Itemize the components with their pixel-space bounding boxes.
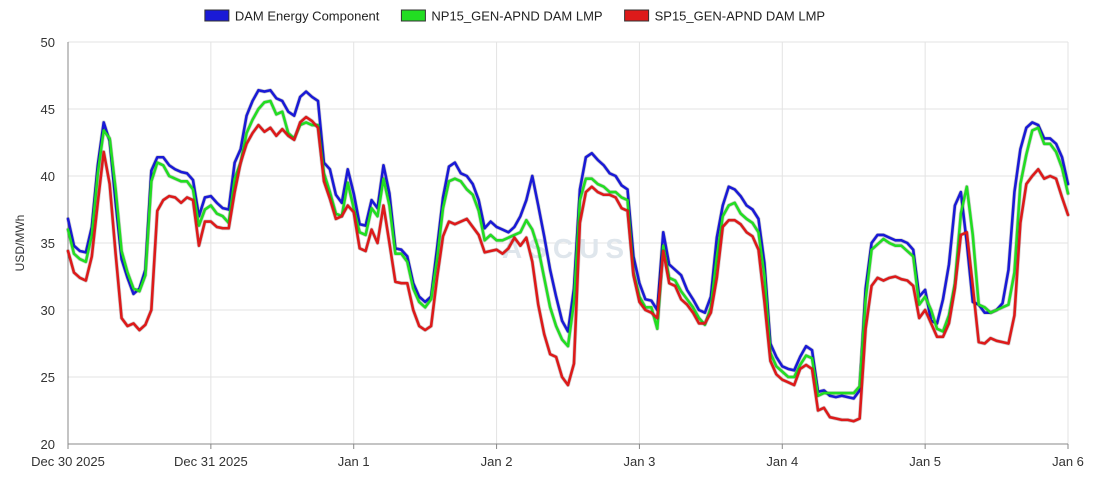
series-lines <box>66 88 1070 424</box>
watermark: ASCUS <box>502 233 630 264</box>
legend-swatch <box>624 9 650 22</box>
x-tick-label: Jan 1 <box>338 454 370 469</box>
y-tick-label: 20 <box>41 437 55 452</box>
x-tick-label: Jan 3 <box>624 454 656 469</box>
legend-label: SP15_GEN-APND DAM LMP <box>655 9 826 24</box>
x-tick-label: Dec 31 2025 <box>174 454 248 469</box>
legend-label: NP15_GEN-APND DAM LMP <box>431 9 602 24</box>
y-tick-label: 50 <box>41 35 55 50</box>
y-tick-label: 45 <box>41 102 55 117</box>
legend[interactable]: DAM Energy Component NP15_GEN-APND DAM LM… <box>204 9 826 24</box>
axes: 20 25 30 35 40 45 50 Dec 30 2025 Dec 31 2025 Jan … <box>31 35 1084 469</box>
legend-swatch <box>400 9 426 22</box>
legend-swatch <box>204 9 230 22</box>
x-tick-label: Dec 30 2025 <box>31 454 105 469</box>
y-tick-label: 25 <box>41 370 55 385</box>
grid <box>67 41 1069 445</box>
x-tick-label: Jan 2 <box>481 454 513 469</box>
series-line-2[interactable] <box>66 99 1070 398</box>
legend-item[interactable]: DAM Energy Component <box>204 9 380 24</box>
legend-item[interactable]: NP15_GEN-APND DAM LMP <box>400 9 603 24</box>
series-line-1[interactable] <box>66 88 1070 400</box>
y-axis-title: USD/MWh <box>13 215 27 272</box>
legend-label: DAM Energy Component <box>235 9 380 24</box>
x-tick-label: Jan 4 <box>766 454 798 469</box>
y-tick-label: 35 <box>41 236 55 251</box>
series-line-3[interactable] <box>66 115 1070 423</box>
x-tick-label: Jan 6 <box>1052 454 1084 469</box>
legend-item[interactable]: SP15_GEN-APND DAM LMP <box>624 9 826 24</box>
series-line-shadow <box>66 115 1070 424</box>
y-tick-label: 30 <box>41 303 55 318</box>
y-tick-label: 40 <box>41 169 55 184</box>
x-tick-label: Jan 5 <box>909 454 941 469</box>
